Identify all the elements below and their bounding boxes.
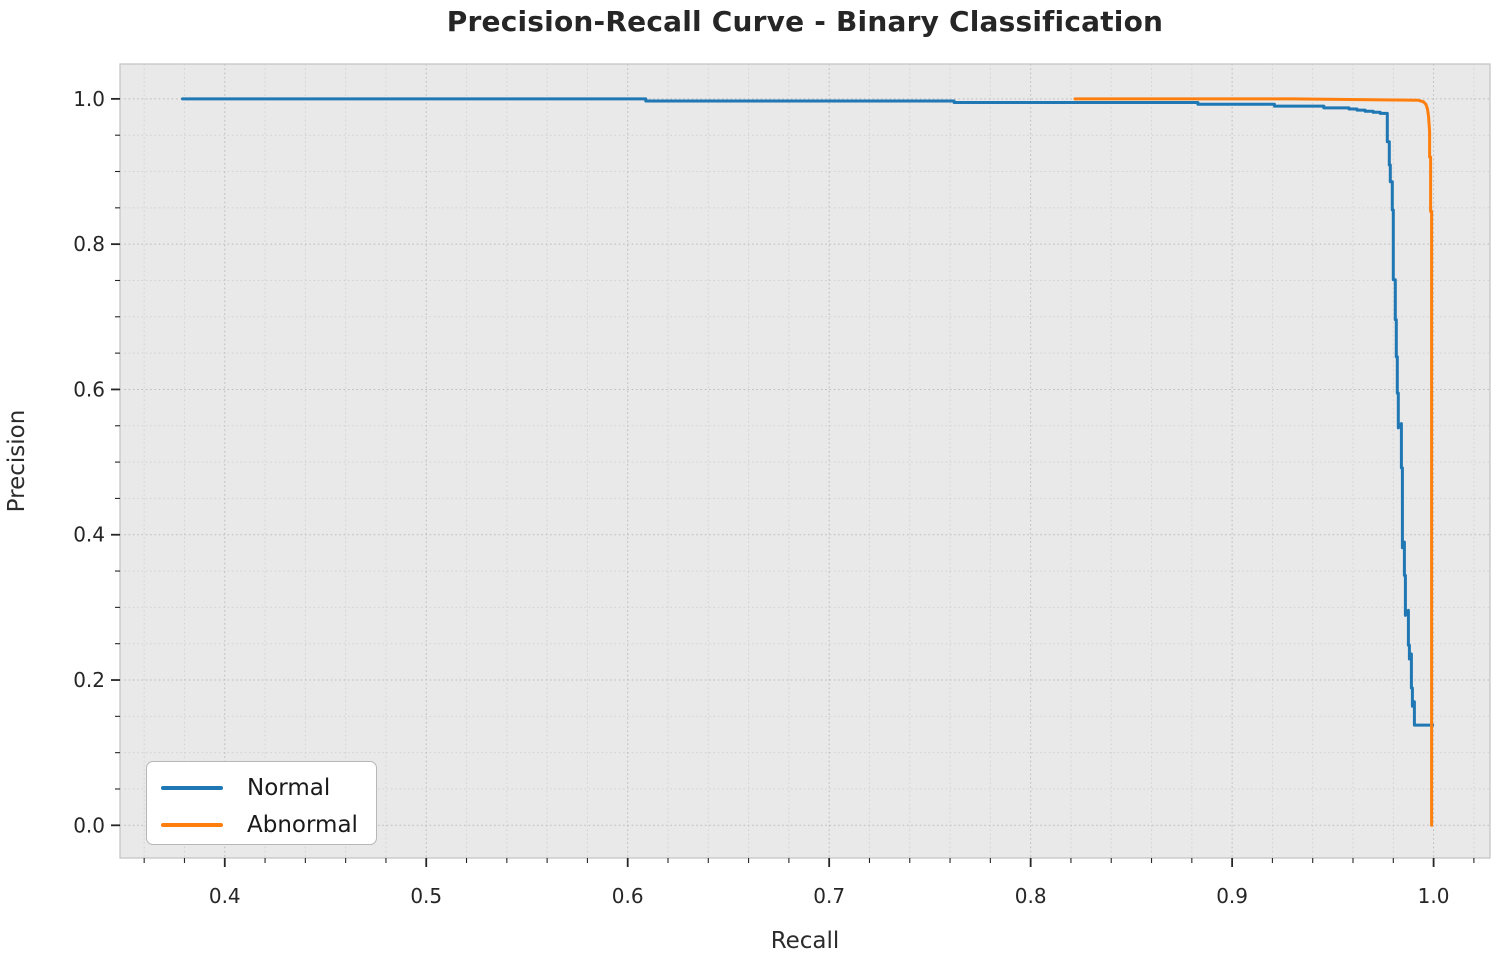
x-tick-label: 0.5 bbox=[410, 884, 442, 908]
x-tick-label: 0.7 bbox=[813, 884, 845, 908]
legend-entry-abnormal: Abnormal bbox=[161, 808, 376, 842]
y-tick-label: 0.8 bbox=[73, 232, 105, 256]
x-tick-label: 0.9 bbox=[1216, 884, 1248, 908]
legend: Normal Abnormal bbox=[146, 761, 377, 845]
chart-title: Precision-Recall Curve - Binary Classifi… bbox=[446, 5, 1164, 38]
y-tick-label: 1.0 bbox=[73, 87, 105, 111]
x-tick-label: 0.6 bbox=[612, 884, 644, 908]
legend-label-normal: Normal bbox=[247, 775, 331, 802]
legend-label-abnormal: Abnormal bbox=[247, 811, 358, 838]
legend-line-sample-normal bbox=[161, 786, 223, 791]
y-tick-label: 0.0 bbox=[73, 813, 105, 837]
x-axis-label: Recall bbox=[770, 928, 840, 954]
legend-line-sample-abnormal bbox=[161, 822, 223, 827]
x-tick-label: 0.8 bbox=[1015, 884, 1047, 908]
x-tick-label: 0.4 bbox=[209, 884, 241, 908]
legend-entry-normal: Normal bbox=[161, 771, 376, 805]
y-tick-label: 0.4 bbox=[73, 523, 105, 547]
x-tick-label: 1.0 bbox=[1418, 884, 1450, 908]
y-tick-label: 0.2 bbox=[73, 668, 105, 692]
y-tick-label: 0.6 bbox=[73, 377, 105, 401]
series-line-abnormal bbox=[1073, 97, 1434, 827]
plot-background bbox=[120, 64, 1490, 858]
axes-frame bbox=[119, 63, 1491, 859]
y-axis-label: Precision bbox=[4, 409, 30, 513]
series-line-normal bbox=[181, 97, 1435, 727]
